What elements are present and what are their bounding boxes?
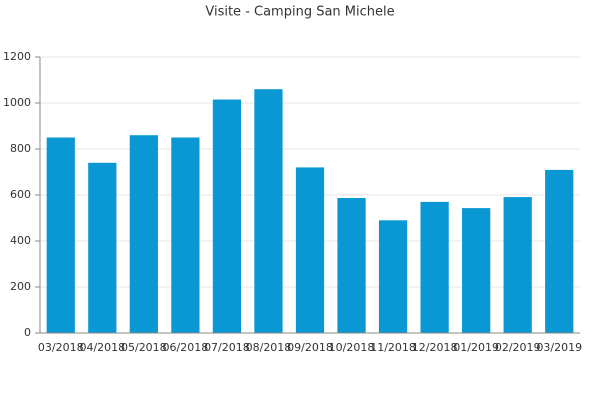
x-tick-label: 05/2018: [121, 341, 167, 354]
bar: [212, 99, 242, 333]
x-tick-label: 12/2018: [412, 341, 458, 354]
chart-title: Visite - Camping San Michele: [205, 5, 394, 20]
bar: [171, 137, 200, 333]
x-tick-label: 07/2018: [204, 341, 250, 354]
bar: [545, 169, 574, 333]
bar: [88, 162, 117, 333]
y-tick-label: 200: [10, 280, 31, 293]
x-tick-label: 03/2019: [536, 341, 582, 354]
bar: [378, 220, 408, 333]
bar: [129, 135, 158, 333]
bar: [337, 197, 366, 333]
x-tick-label: 04/2018: [79, 341, 125, 354]
bar: [503, 197, 532, 333]
x-tick-label: 09/2018: [287, 341, 333, 354]
y-tick-label: 1000: [3, 96, 31, 109]
x-tick-label: 08/2018: [246, 341, 292, 354]
y-tick-label: 600: [10, 188, 31, 201]
bar: [254, 89, 283, 333]
bar: [46, 137, 75, 333]
x-tick-label: 02/2019: [495, 341, 541, 354]
bar: [420, 201, 449, 333]
bar: [462, 208, 491, 333]
x-tick-label: 06/2018: [163, 341, 209, 354]
y-tick-label: 400: [10, 234, 31, 247]
y-tick-label: 0: [24, 326, 31, 339]
x-tick-label: 03/2018: [38, 341, 84, 354]
x-tick-label: 10/2018: [329, 341, 375, 354]
x-tick-label: 01/2019: [453, 341, 499, 354]
x-tick-label: 11/2018: [370, 341, 416, 354]
y-tick-label: 800: [10, 142, 31, 155]
y-tick-label: 1200: [3, 50, 31, 63]
bar: [295, 167, 325, 333]
